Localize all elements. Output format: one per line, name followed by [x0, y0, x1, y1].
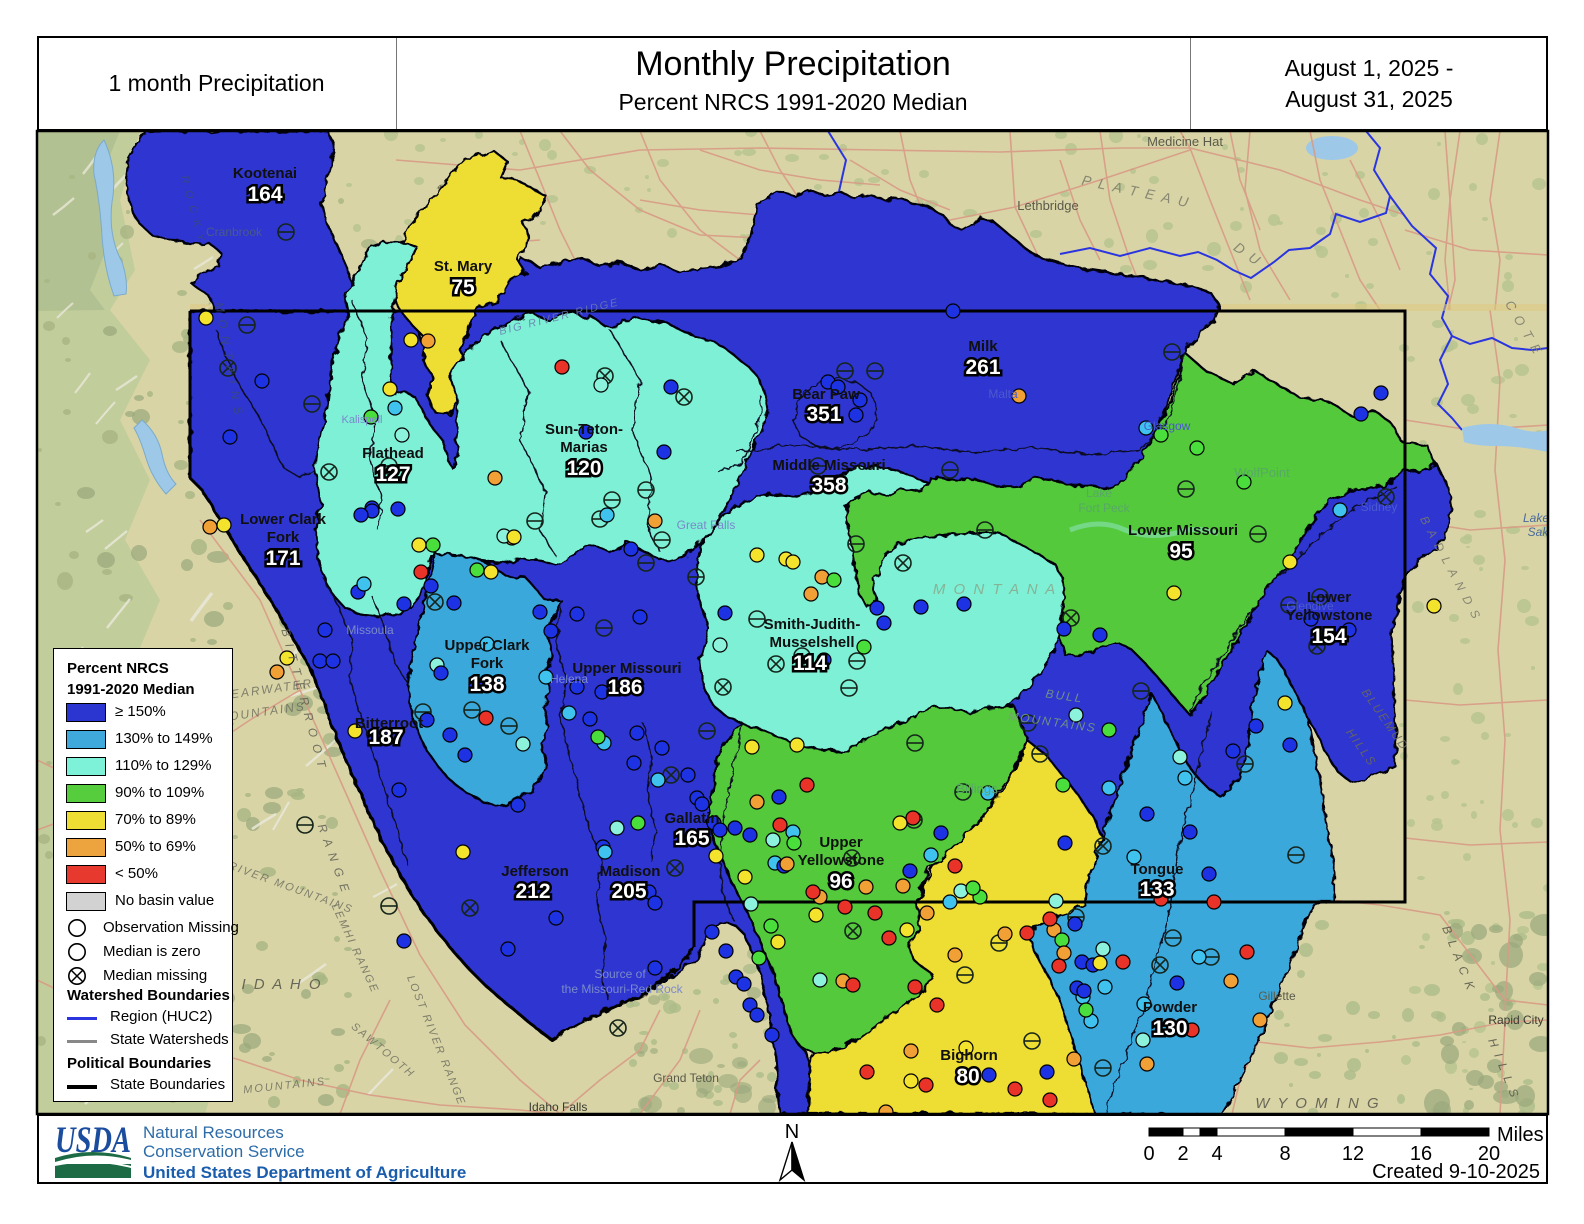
svg-text:95: 95: [1169, 540, 1193, 563]
svg-text:Lake: Lake: [1523, 511, 1549, 525]
svg-text:Glasgow: Glasgow: [1144, 419, 1191, 433]
svg-text:Missoula: Missoula: [346, 623, 394, 637]
svg-text:2: 2: [1177, 1143, 1188, 1165]
svg-text:WolfPoint: WolfPoint: [1234, 465, 1290, 480]
svg-text:Sak: Sak: [1528, 525, 1550, 539]
svg-text:16: 16: [1410, 1143, 1432, 1165]
svg-text:Medicine Hat: Medicine Hat: [1147, 134, 1223, 149]
svg-text:Tongue: Tongue: [1130, 861, 1183, 878]
svg-text:12: 12: [1342, 1143, 1364, 1165]
svg-text:Upper: Upper: [819, 834, 863, 851]
svg-text:0: 0: [1143, 1143, 1154, 1165]
svg-text:W Y O M I N G: W Y O M I N G: [1255, 1095, 1380, 1112]
svg-text:120: 120: [566, 457, 601, 480]
svg-text:Miles: Miles: [1497, 1124, 1544, 1146]
svg-text:Gallatin: Gallatin: [664, 810, 719, 827]
svg-text:351: 351: [806, 403, 841, 426]
svg-text:Lower: Lower: [1307, 589, 1351, 606]
svg-text:Gillette: Gillette: [1258, 989, 1296, 1003]
svg-text:Lethbridge: Lethbridge: [1017, 198, 1078, 213]
svg-text:Marias: Marias: [560, 439, 608, 456]
svg-text:186: 186: [607, 676, 642, 699]
svg-text:96: 96: [829, 870, 852, 893]
svg-text:212: 212: [515, 880, 550, 903]
svg-text:Yellowstone: Yellowstone: [1286, 607, 1373, 624]
svg-text:80: 80: [956, 1065, 979, 1088]
svg-text:127: 127: [375, 463, 410, 486]
svg-text:Billings: Billings: [956, 781, 998, 796]
svg-text:Idaho Falls: Idaho Falls: [529, 1100, 588, 1114]
svg-text:164: 164: [247, 183, 282, 206]
svg-text:Kalispell: Kalispell: [342, 414, 383, 426]
svg-text:Bear Paw: Bear Paw: [792, 386, 860, 403]
svg-text:Great Falls: Great Falls: [677, 518, 736, 532]
svg-text:Powder: Powder: [1143, 999, 1197, 1016]
svg-text:the Missouri-Red Rock: the Missouri-Red Rock: [561, 982, 683, 996]
svg-text:154: 154: [1311, 625, 1346, 648]
svg-text:Smith-Judith-: Smith-Judith-: [764, 616, 861, 633]
svg-text:Cranbrook: Cranbrook: [206, 225, 263, 239]
svg-text:Bighorn: Bighorn: [940, 1047, 998, 1064]
svg-text:N: N: [785, 1121, 799, 1143]
svg-text:8: 8: [1279, 1143, 1290, 1165]
svg-text:358: 358: [811, 474, 846, 497]
svg-text:Fort Peck: Fort Peck: [1078, 501, 1130, 515]
svg-text:20: 20: [1478, 1143, 1500, 1165]
svg-text:Fork: Fork: [471, 655, 504, 672]
svg-text:St. Mary: St. Mary: [434, 258, 493, 275]
svg-text:133: 133: [1139, 878, 1174, 901]
svg-text:Madison: Madison: [600, 863, 661, 880]
svg-text:Lower Clark: Lower Clark: [240, 511, 327, 528]
svg-text:Helena: Helena: [550, 672, 588, 686]
svg-text:Glendive: Glendive: [1286, 599, 1334, 613]
svg-text:138: 138: [469, 673, 504, 696]
svg-text:M O N T A N A: M O N T A N A: [933, 581, 1057, 598]
svg-text:114: 114: [793, 652, 827, 675]
svg-text:Bitterroot: Bitterroot: [355, 715, 423, 732]
svg-text:Lower Missouri: Lower Missouri: [1128, 522, 1238, 539]
svg-text:4: 4: [1211, 1143, 1222, 1165]
svg-text:205: 205: [611, 880, 646, 903]
svg-text:Milk: Milk: [968, 338, 998, 355]
svg-text:Sidney: Sidney: [1361, 500, 1398, 514]
svg-text:75: 75: [451, 276, 475, 299]
svg-text:Created 9-10-2025: Created 9-10-2025: [1372, 1161, 1540, 1183]
svg-text:165: 165: [674, 827, 709, 850]
svg-text:Lake: Lake: [1086, 486, 1112, 500]
svg-text:Jefferson: Jefferson: [501, 863, 569, 880]
svg-text:Source of: Source of: [594, 967, 646, 981]
svg-text:Malta: Malta: [988, 387, 1018, 401]
svg-text:Rapid City: Rapid City: [1488, 1013, 1543, 1027]
svg-text:Yellowstone: Yellowstone: [798, 852, 885, 869]
svg-text:I D A H O: I D A H O: [241, 976, 322, 993]
svg-text:Fork: Fork: [267, 529, 300, 546]
svg-text:Upper Clark: Upper Clark: [444, 637, 530, 654]
svg-text:171: 171: [265, 547, 300, 570]
svg-text:Middle Missouri: Middle Missouri: [772, 457, 885, 474]
svg-text:187: 187: [368, 726, 403, 749]
svg-text:Kootenai: Kootenai: [233, 165, 297, 182]
svg-text:Flathead: Flathead: [362, 445, 424, 462]
svg-text:BULL: BULL: [1045, 686, 1085, 705]
svg-text:Musselshell: Musselshell: [769, 634, 854, 651]
svg-text:Grand Teton: Grand Teton: [653, 1071, 719, 1085]
svg-text:Sun-Teton-: Sun-Teton-: [545, 421, 623, 438]
svg-text:261: 261: [965, 356, 1000, 379]
svg-text:Upper Missouri: Upper Missouri: [572, 660, 681, 677]
svg-text:130: 130: [1152, 1017, 1187, 1040]
